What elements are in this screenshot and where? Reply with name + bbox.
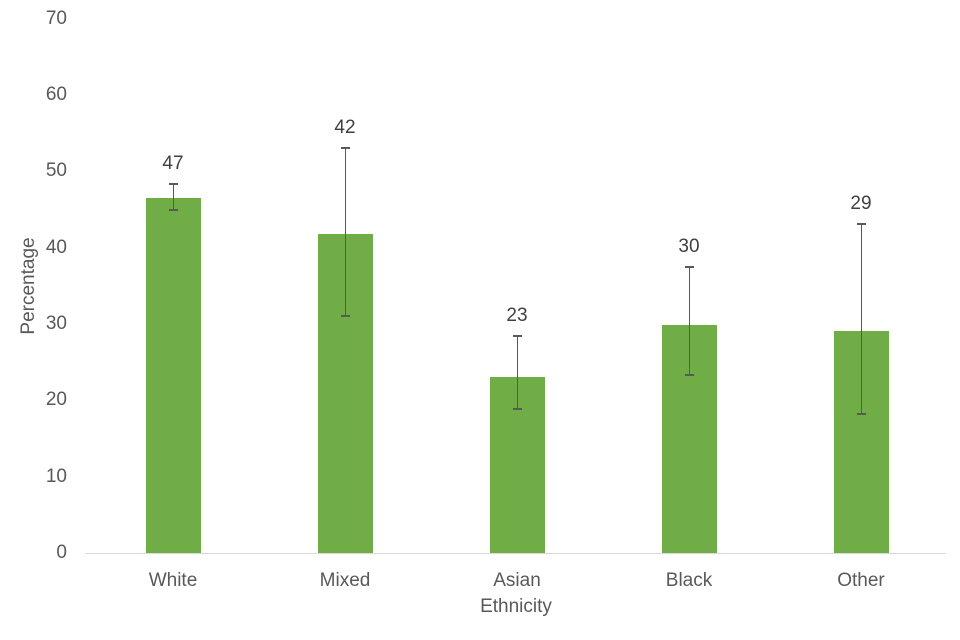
- error-cap-low-asian: [512, 408, 522, 411]
- error-bar-other: [860, 223, 862, 415]
- error-cap-high-mixed: [340, 147, 350, 150]
- data-label-other: 29: [850, 192, 872, 214]
- x-axis-line: [85, 553, 946, 554]
- bar-white: [145, 197, 201, 553]
- y-tick-label: 20: [45, 389, 67, 411]
- error-cap-low-mixed: [340, 314, 350, 317]
- x-axis-title: Ethnicity: [480, 596, 552, 617]
- y-tick-label: 0: [56, 542, 67, 563]
- y-tick-label: 40: [45, 236, 67, 258]
- y-tick-label: 30: [45, 312, 67, 334]
- data-label-white: 47: [162, 153, 184, 175]
- x-tick-label-asian: Asian: [493, 570, 541, 591]
- x-tick-label-white: White: [148, 570, 198, 591]
- error-cap-low-white: [168, 209, 178, 212]
- x-tick-label-other: Other: [837, 570, 885, 591]
- data-label-mixed: 42: [334, 117, 356, 139]
- y-tick-label: 60: [45, 83, 67, 105]
- y-tick-label: 70: [45, 7, 67, 29]
- error-bar-mixed: [344, 148, 346, 316]
- y-tick-label: 50: [45, 160, 67, 182]
- y-tick-label: 10: [45, 465, 67, 487]
- error-cap-high-white: [168, 183, 178, 186]
- data-label-black: 30: [678, 236, 700, 258]
- error-bar-white: [172, 184, 174, 211]
- x-tick-label-black: Black: [665, 570, 713, 591]
- error-cap-high-asian: [512, 335, 522, 338]
- error-bar-asian: [516, 336, 518, 410]
- error-cap-high-other: [856, 222, 866, 225]
- error-cap-low-black: [684, 374, 694, 377]
- x-tick-label-mixed: Mixed: [319, 570, 371, 591]
- data-label-asian: 23: [506, 305, 528, 327]
- error-cap-low-other: [856, 413, 866, 416]
- error-bar-black: [688, 267, 690, 376]
- error-cap-high-black: [684, 266, 694, 269]
